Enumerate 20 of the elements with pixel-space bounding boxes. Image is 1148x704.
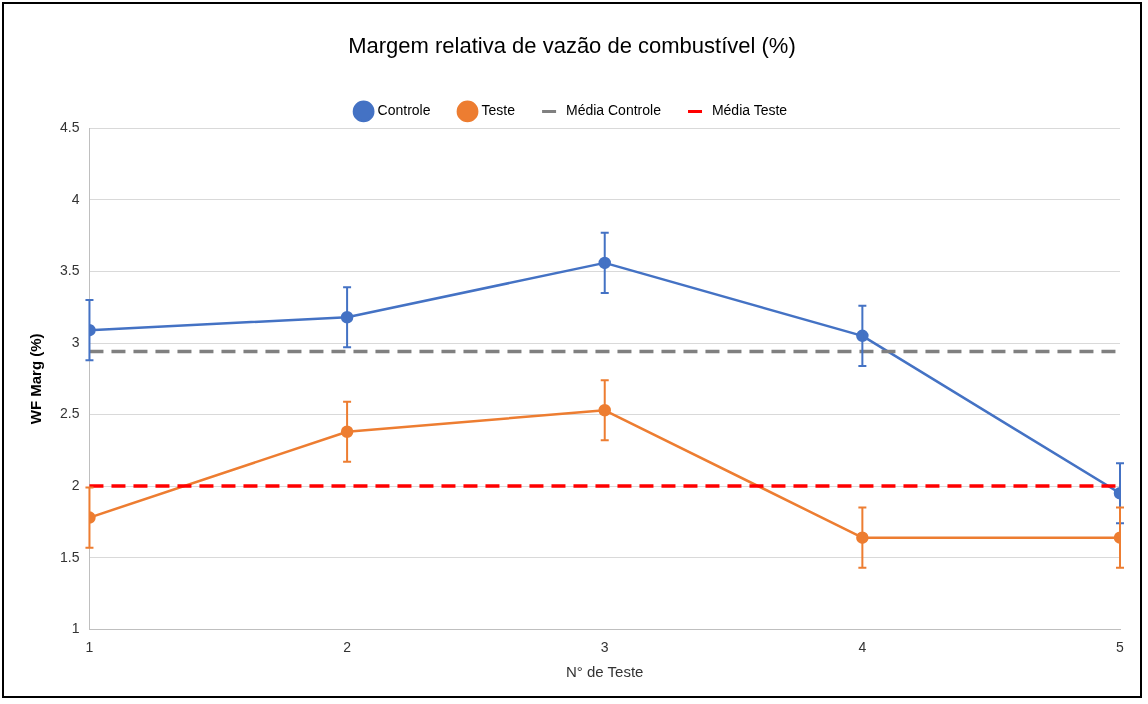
x-tick-label: 1 <box>85 639 94 656</box>
y-tick-label: 2 <box>71 476 80 493</box>
y-tick-label: 3.5 <box>59 262 80 279</box>
x-tick-label: 4 <box>858 639 867 656</box>
chart-title: Margem relativa de vazão de combustível (%) <box>348 33 796 59</box>
y-tick-label: 2.5 <box>59 405 80 422</box>
y-tick-label: 3 <box>71 333 80 350</box>
legend-label: Controle <box>377 102 431 119</box>
y-tick-label: 4.5 <box>59 119 80 136</box>
x-axis-title: N° de Teste <box>566 663 644 681</box>
y-tick-label: 1 <box>71 620 80 637</box>
x-tick-label: 3 <box>600 639 609 656</box>
legend-label: Teste <box>481 102 516 119</box>
y-tick-label: 1.5 <box>59 548 80 565</box>
y-tick-label: 4 <box>71 190 80 207</box>
x-tick-label: 5 <box>1116 639 1125 656</box>
x-tick-label: 2 <box>343 639 352 656</box>
legend-label: Média Controle <box>565 102 662 119</box>
y-axis-title: WF Marg (%) <box>27 333 45 425</box>
legend-label: Média Teste <box>711 102 788 119</box>
